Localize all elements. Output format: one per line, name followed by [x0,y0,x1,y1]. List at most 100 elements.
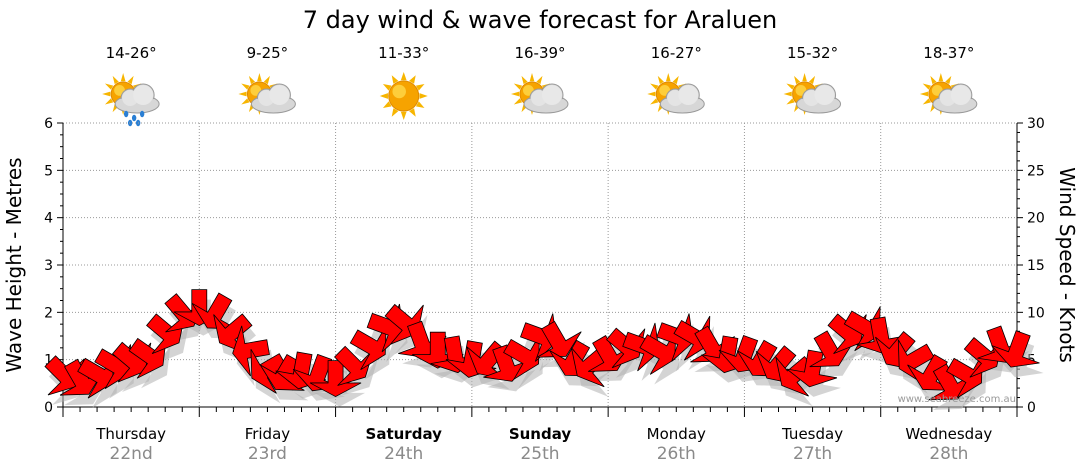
day-date-label: 24th [384,444,423,464]
sun-ray [808,75,816,85]
chart-title: 7 day wind & wave forecast for Araluen [303,6,777,34]
y-left-tick-label: 5 [44,163,53,179]
wind-arrow [991,330,1040,368]
day-date-label: 26th [657,444,696,464]
sun-ray [257,73,262,82]
temperature-label: 15-32° [787,44,838,62]
y-left-tick-label: 4 [44,211,53,227]
sun-cloud-icon [647,73,705,115]
sun-ray [919,91,929,97]
wind-arrow [775,355,815,397]
sun-ray [802,73,807,82]
temperature-label: 9-25° [247,44,289,62]
sun-ray [409,75,416,84]
sun-ray [391,75,399,84]
cloud-part [950,85,971,105]
day-date-label: 25th [520,444,559,464]
sun-ray [650,83,659,90]
y-axis-right-label: Wind Speed - Knots [1055,167,1079,363]
sun-ray [521,75,528,85]
sun-ray [794,75,801,85]
y-right-tick-label: 0 [1027,400,1036,416]
weather-icon-row [102,72,978,127]
temperature-label: 11-33° [378,44,429,62]
y-right-tick-label: 10 [1027,305,1045,321]
y-right-tick-label: 30 [1027,116,1045,132]
sun-ray [529,73,535,82]
sun-ray [102,91,111,97]
sun-ray [112,75,119,85]
sun-ray [786,83,795,90]
sun-ray [650,98,659,105]
sun-ray [511,91,520,97]
day-name-label: Wednesday [905,425,992,443]
temperature-label: 16-39° [514,44,565,62]
sun-ray [415,101,425,108]
y-left-tick-label: 2 [44,305,53,321]
sun-ray [104,83,114,90]
sun-ray [513,98,523,105]
sun-ray [930,75,937,85]
rain-drop [123,110,129,118]
cloud-part [814,85,835,105]
sun-ray [400,72,407,81]
sun-ray [382,84,392,91]
y-left-tick-label: 0 [44,400,53,416]
sun-ray [400,111,407,120]
y-left-tick-label: 6 [44,116,53,132]
y-right-tick-label: 15 [1027,258,1045,274]
day-name-label: Friday [245,425,291,443]
sun-ray [382,101,392,108]
sun-ray [409,108,416,117]
day-date-label: 22nd [110,444,153,464]
day-name-label: Saturday [366,425,443,443]
cloud-part [269,85,290,105]
sun-icon [379,72,428,120]
y-left-tick-label: 1 [44,353,53,369]
rain-drop [131,114,137,122]
sun-ray [241,98,250,105]
y-axis-left-label: Wave Height - Metres [2,157,26,372]
sun-ray [647,91,656,97]
sun-ray [922,83,931,90]
y-right-tick-label: 25 [1027,163,1045,179]
sun-ray [419,93,428,99]
temperature-row: 14-26° 9-25° 11-33° 16-39° 16-27° 15-32° 18-37… [106,44,975,62]
temperature-label: 14-26° [106,44,157,62]
credit-text: www.seabreeze.com.au [898,394,1016,405]
rain-drop [139,110,145,118]
sun-ray [248,75,256,85]
sun-ray [104,98,114,105]
y-right-tick-label: 20 [1027,211,1045,227]
day-name-label: Thursday [95,425,166,443]
day-date-label: 27th [793,444,832,464]
sun-ray [665,73,671,82]
sun-cloud-icon [783,73,842,115]
cloud-part [542,85,562,105]
cloud-part [133,85,154,105]
sun-ray [391,108,399,117]
day-date-label: 28th [929,444,968,464]
wind-arrow [334,345,375,386]
y-left-tick-label: 3 [44,258,53,274]
axes: 0123456051015202530 [44,116,1045,417]
temperature-label: 16-27° [651,44,702,62]
sun-ray [945,75,952,85]
temperature-label: 18-37° [923,44,974,62]
sun-ray [786,98,795,105]
day-name-label: Monday [647,425,706,443]
sun-ray [241,83,250,90]
sun-highlight [392,84,406,99]
wind-arrow [907,353,952,391]
wind-arrow [503,334,540,380]
sun-ray [379,93,388,99]
sun-ray [536,75,543,85]
sun-cloud-icon [511,73,569,115]
sun-ray [127,75,134,85]
day-name-label: Sunday [509,425,572,443]
wind-arrow [639,330,677,375]
sun-ray [657,75,664,85]
sun-ray [513,83,523,90]
